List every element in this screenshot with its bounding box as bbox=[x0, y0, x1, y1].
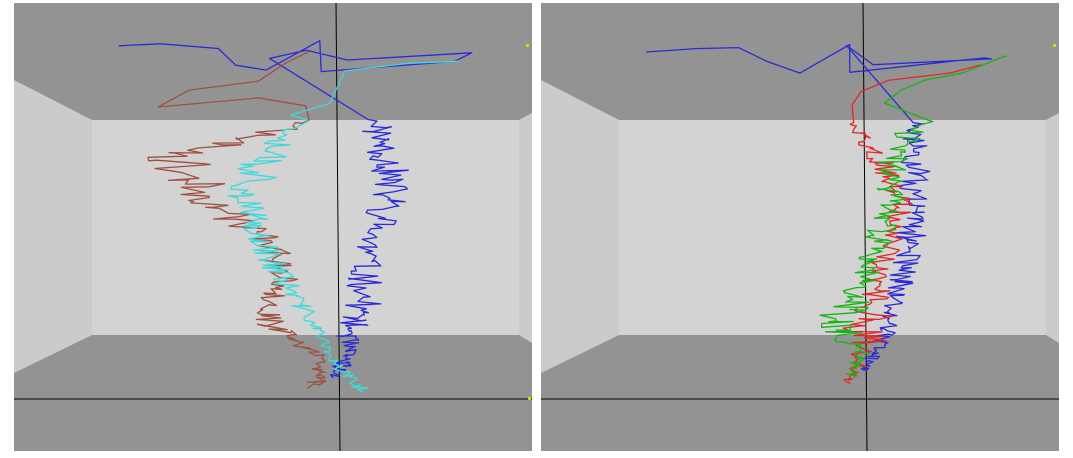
floor bbox=[541, 335, 1059, 451]
right-side-wall bbox=[1046, 113, 1059, 343]
ceiling bbox=[14, 3, 532, 120]
trajectory-cyan bbox=[227, 60, 460, 393]
scene-panel-left bbox=[14, 3, 532, 451]
ceiling bbox=[541, 3, 1059, 120]
trajectory-group-right bbox=[646, 43, 1007, 385]
left-side-wall bbox=[14, 80, 92, 373]
marker-bottom-right bbox=[528, 397, 531, 400]
trajectory-red bbox=[842, 64, 982, 385]
right-side-wall bbox=[519, 113, 532, 343]
left-side-wall bbox=[541, 80, 619, 373]
trajectory-blue bbox=[118, 40, 473, 379]
marker-top-right bbox=[1053, 44, 1056, 47]
scene-svg-left bbox=[14, 3, 532, 451]
marker-top-right bbox=[526, 44, 529, 47]
vertical-axis-line bbox=[335, 3, 341, 451]
trajectory-brown bbox=[147, 51, 327, 389]
scene-svg-right bbox=[541, 3, 1059, 451]
vertical-axis-line bbox=[862, 3, 868, 451]
trajectory-group-left bbox=[118, 40, 473, 393]
scene-panel-right bbox=[541, 3, 1059, 451]
trajectory-blue bbox=[646, 43, 993, 372]
trajectory-green bbox=[819, 54, 1007, 379]
floor bbox=[14, 335, 532, 451]
